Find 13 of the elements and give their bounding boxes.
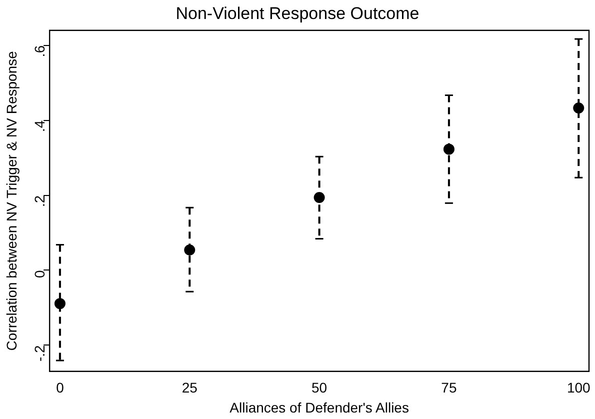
x-tick-label: 75 [441, 380, 457, 396]
chart-title: Non-Violent Response Outcome [176, 4, 420, 23]
x-tick-label: 0 [56, 380, 64, 396]
y-tick-label: -.2 [31, 344, 48, 362]
y-tick-label: .2 [31, 195, 48, 207]
y-tick-label: .4 [31, 120, 48, 132]
x-tick-label: 25 [182, 380, 198, 396]
x-axis-title: Alliances of Defender's Allies [230, 399, 409, 416]
x-tick-label: 100 [566, 380, 591, 396]
x-tick-label: 50 [312, 380, 328, 396]
y-axis-title: Correlation between NV Trigger & NV Response [3, 50, 20, 351]
y-tick-label: 0 [31, 270, 48, 278]
y-tick-label: .6 [31, 45, 48, 58]
